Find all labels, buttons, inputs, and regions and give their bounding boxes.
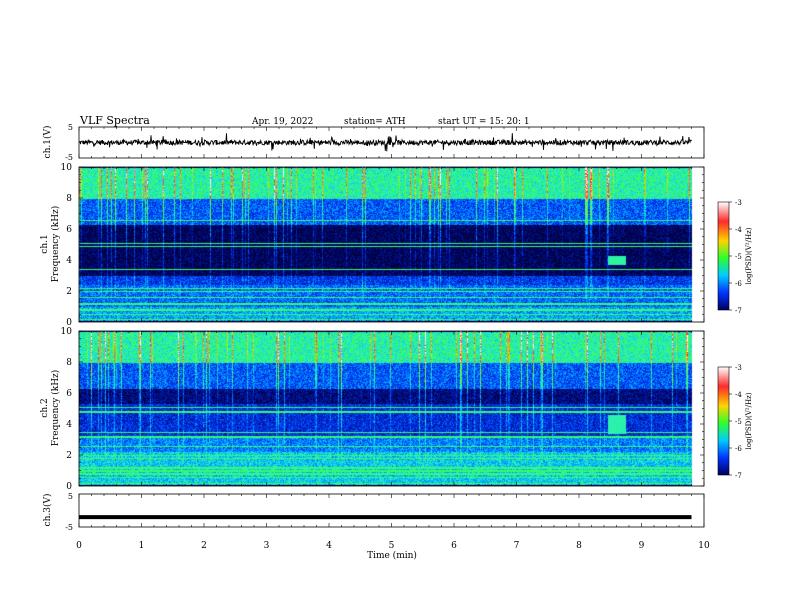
ch3-waveform-panel: 5 -5 ch.3(V) [42, 492, 705, 532]
xtick-label: 6 [451, 541, 457, 551]
ch2-spectrogram-panel: 0 2 4 6 8 10 ch.2 Frequency (kHz) [40, 327, 705, 492]
ch2-colorbar: -3 -4 -5 -6 -7 log(PSD)(V²/Hz) [717, 364, 753, 480]
ch2-spectrogram-ylabel: ch.2 [40, 398, 50, 417]
ch1-colorbar-label: log(PSD)(V²/Hz) [745, 227, 753, 284]
xtick-label: 10 [698, 541, 710, 551]
ch2-spectrogram-yticklabels: 0 2 4 6 8 10 [61, 327, 704, 492]
ch2-spectrogram-image [79, 331, 704, 486]
xtick-label: 3 [264, 541, 270, 551]
ytick-label: 0 [66, 318, 72, 328]
xtick-label: 7 [514, 541, 520, 551]
ytick-label: 6 [66, 389, 72, 399]
colorbar-tick-label: -6 [735, 445, 742, 453]
ytick-label: 2 [66, 287, 72, 297]
time-axis-label: Time (min) [367, 550, 417, 561]
xtick-label: 8 [576, 541, 582, 551]
colorbar-tick-label: -6 [735, 280, 742, 288]
figure-title: VLF Spectra [79, 114, 150, 127]
ch1-colorbar-ticks: -3 -4 -5 -6 -7 [729, 199, 742, 315]
ytick-label: 0 [66, 482, 72, 492]
ch2-spectrogram-ticks [78, 331, 705, 486]
ch3-waveform-xticks [78, 494, 705, 527]
date-label: Apr. 19, 2022 [251, 117, 313, 127]
colorbar-tick-label: -3 [735, 364, 742, 372]
ytick-label: 6 [66, 225, 72, 235]
ch1-waveform-ylabel: ch.1(V) [42, 126, 53, 159]
ytick-label: 8 [66, 194, 72, 204]
xtick-label: 0 [76, 541, 82, 551]
ch1-waveform-panel: 5 -5 ch.1(V) [42, 123, 705, 162]
ch2-colorbar-label: log(PSD)(V²/Hz) [745, 392, 753, 449]
ytick-label: 10 [61, 327, 73, 337]
xtick-label: 2 [201, 541, 207, 551]
ch3-ytick-top: 5 [68, 492, 73, 501]
colorbar-tick-label: -4 [735, 391, 742, 399]
ytick-label: 10 [61, 163, 73, 173]
ch3-waveform-ylabel: ch.3(V) [42, 494, 53, 527]
ch1-spectrogram-yticklabels: 0 2 4 6 8 10 [61, 163, 704, 328]
ytick-label: 2 [66, 451, 72, 461]
station-label: station= ATH [344, 117, 406, 127]
time-axis-ticklabels: 0 1 2 3 4 5 6 7 8 9 10 [76, 541, 710, 551]
colorbar-tick-label: -7 [735, 307, 742, 315]
ch2-frequency-label: Frequency (kHz) [50, 370, 61, 447]
colorbar-tick-label: -4 [735, 226, 742, 234]
ch3-ytick-bottom: -5 [65, 523, 73, 532]
ch2-colorbar-scale [717, 366, 730, 476]
ch1-spectrogram-image [79, 167, 704, 322]
xtick-label: 5 [389, 541, 395, 551]
ch1-spectrogram-panel: 0 2 4 6 8 10 ch.1 Frequency (kHz) [40, 163, 705, 328]
colorbar-tick-label: -5 [735, 253, 742, 261]
xtick-label: 4 [326, 541, 332, 551]
ch1-colorbar: -3 -4 -5 -6 -7 log(PSD)(V²/Hz) [717, 199, 753, 315]
ch1-waveform-line [78, 133, 692, 152]
ytick-label: 8 [66, 358, 72, 368]
ch1-spectrogram-ticks [78, 167, 705, 322]
colorbar-tick-label: -5 [735, 418, 742, 426]
ch1-waveform-xticks [78, 127, 705, 158]
ch1-spectrogram-ylabel: ch.1 [40, 234, 50, 253]
ch1-frequency-label: Frequency (kHz) [50, 206, 61, 283]
ytick-label: 4 [66, 256, 72, 266]
xtick-label: 9 [639, 541, 645, 551]
start-time-label: start UT = 15: 20: 1 [438, 117, 530, 127]
xtick-label: 1 [139, 541, 145, 551]
ch2-colorbar-ticks: -3 -4 -5 -6 -7 [729, 364, 742, 480]
colorbar-tick-label: -7 [735, 472, 742, 480]
colorbar-tick-label: -3 [735, 199, 742, 207]
ch3-waveform-frame [78, 493, 705, 528]
ch1-ytick-bottom: -5 [65, 153, 73, 162]
ytick-label: 4 [66, 420, 72, 430]
ch1-ytick-top: 5 [68, 123, 73, 132]
ch1-colorbar-scale [717, 201, 730, 311]
